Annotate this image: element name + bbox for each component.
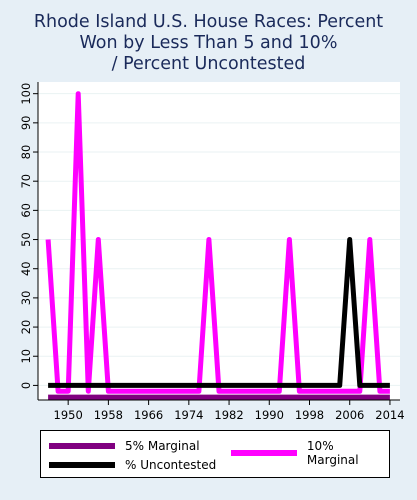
chart-title-line-2: Won by Less Than 5 and 10% [79, 33, 338, 53]
y-tick-label-40: 40 [19, 261, 33, 276]
series-line-10pct-marginal [45, 91, 390, 394]
y-tick-label-70: 70 [19, 174, 33, 189]
x-tick-label-1990: 1990 [255, 408, 284, 422]
x-tick-label-1998: 1998 [295, 408, 324, 422]
x-tick-label-1982: 1982 [214, 408, 243, 422]
legend-item-uncontested: % Uncontested [49, 458, 216, 472]
legend-item-10pct: 10% Marginal [231, 439, 389, 467]
chart-title-line-3: / Percent Uncontested [111, 54, 306, 74]
legend-label-10pct: 10% Marginal [306, 439, 359, 467]
legend-swatch-10pct [231, 450, 297, 456]
y-tick-label-80: 80 [19, 145, 33, 160]
x-tick-label-1966: 1966 [134, 408, 163, 422]
chart-title-line-1: Rhode Island U.S. House Races: Percent [33, 12, 384, 32]
x-axis-ticks: 1950 1958 1966 1974 1982 1990 1998 2006 2014 [54, 400, 405, 422]
y-tick-label-10: 10 [19, 349, 33, 364]
x-tick-label-1950: 1950 [54, 408, 83, 422]
x-tick-label-1958: 1958 [94, 408, 123, 422]
legend-swatch-uncontested [49, 462, 115, 468]
grid-lines [38, 93, 400, 386]
y-tick-label-20: 20 [19, 320, 33, 335]
chart-title: Rhode Island U.S. House Races: Percent W… [0, 12, 417, 75]
legend-label-5pct: 5% Marginal [125, 439, 200, 453]
y-tick-label-100: 100 [19, 83, 33, 105]
y-tick-label-0: 0 [19, 382, 33, 389]
x-tick-label-2006: 2006 [335, 408, 364, 422]
y-tick-label-60: 60 [19, 203, 33, 218]
series-line-uncontested [48, 237, 390, 388]
legend: 5% Marginal 10% Marginal % Uncontested [40, 430, 390, 478]
y-tick-label-90: 90 [19, 116, 33, 131]
series-layer [45, 91, 390, 400]
x-tick-label-2014: 2014 [375, 408, 404, 422]
y-axis-ticks: 0 10 20 30 40 50 60 70 80 90 100 [19, 83, 38, 389]
y-tick-label-50: 50 [19, 232, 33, 247]
x-tick-label-1974: 1974 [174, 408, 203, 422]
legend-label-uncontested: % Uncontested [125, 458, 217, 472]
y-tick-label-30: 30 [19, 291, 33, 306]
legend-item-5pct: 5% Marginal [49, 439, 200, 453]
legend-swatch-5pct [49, 443, 115, 449]
